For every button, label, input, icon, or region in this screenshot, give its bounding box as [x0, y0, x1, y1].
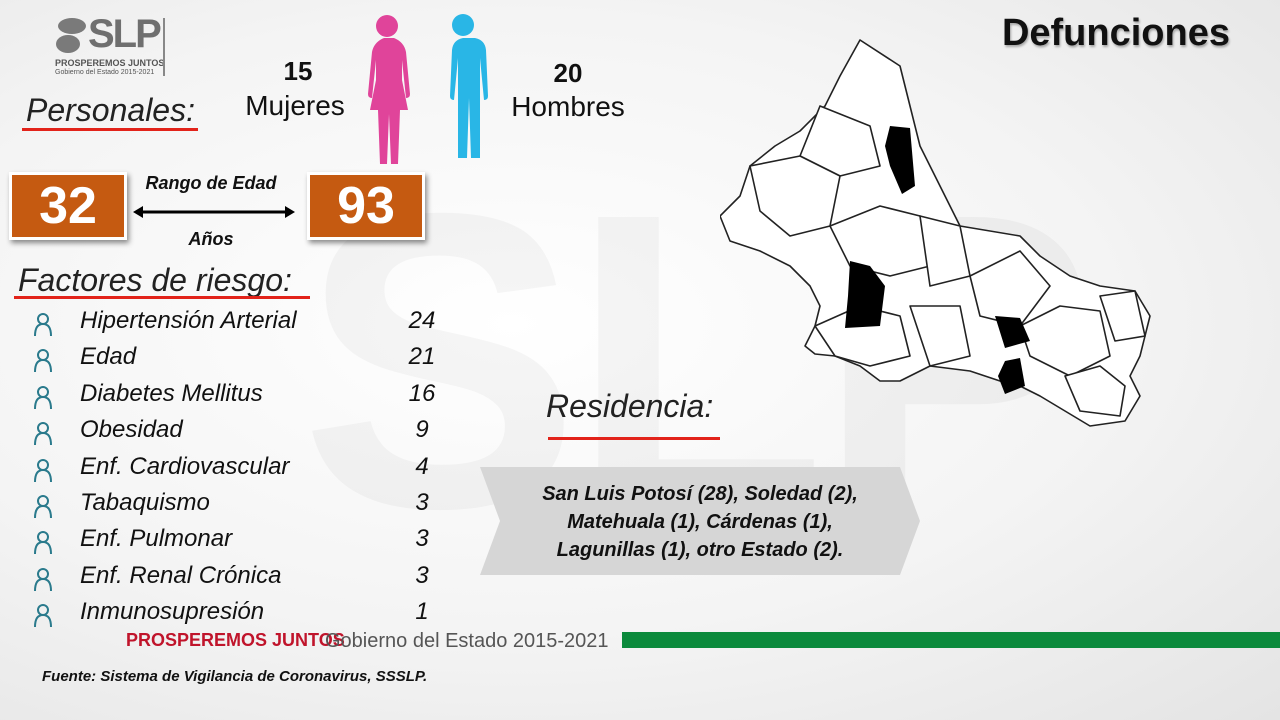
risk-count: 1 [415, 598, 429, 626]
risk-count: 4 [415, 452, 429, 480]
woman-figure [368, 15, 410, 164]
range-arrow [133, 206, 295, 218]
personales-heading: Personales: [26, 92, 195, 128]
man-figure [450, 14, 488, 158]
risk-name: Diabetes Mellitus [80, 379, 263, 407]
footer-government: Gobierno del Estado 2015-2021 [325, 630, 609, 652]
logo-slogan: PROSPEREMOS JUNTOS [55, 58, 165, 68]
residence-line: Matehuala (1), Cárdenas (1), [567, 511, 833, 533]
women-count: 15 [283, 56, 313, 86]
risk-count: 3 [415, 489, 429, 516]
age-range-label: Rango de Edad [145, 173, 277, 193]
underline [14, 296, 310, 299]
men-label: Hombres [511, 91, 625, 122]
women-label: Mujeres [245, 90, 345, 121]
underline [22, 128, 198, 131]
residence-banner [480, 467, 920, 575]
underline [548, 437, 720, 440]
risk-count: 24 [408, 307, 436, 334]
risk-icon [30, 347, 56, 373]
title: Defunciones [1001, 12, 1230, 54]
risk-count: 16 [408, 379, 436, 407]
risk-heading: Factores de riesgo: [18, 262, 292, 298]
risk-icon [30, 311, 56, 337]
residence-text: San Luis Potosí (28), Soledad (2), Matehu… [480, 480, 920, 564]
risk-name: Tabaquismo [80, 489, 210, 516]
risk-icon [30, 420, 56, 446]
residence-heading: Residencia: [546, 388, 714, 424]
age-min: 32 [9, 172, 127, 240]
risk-icon [30, 457, 56, 483]
state-map [720, 39, 1151, 427]
risk-icon [30, 493, 56, 519]
risk-name: Edad [80, 343, 137, 371]
risk-name: Inmunosupresión [80, 598, 265, 626]
risk-name: Obesidad [80, 416, 183, 444]
logo-mark: SLP [88, 12, 162, 56]
risk-icon [30, 566, 56, 592]
risk-count: 21 [408, 343, 436, 371]
residence-line: San Luis Potosí (28), Soledad (2), [542, 483, 858, 505]
green-bar [622, 632, 1280, 648]
risk-count: 3 [415, 525, 429, 553]
footer-slogan: PROSPEREMOS JUNTOS [126, 630, 345, 650]
age-max: 93 [307, 172, 425, 240]
risk-name: Enf. Pulmonar [80, 525, 233, 553]
risk-count: 3 [415, 561, 429, 589]
logo-government: Gobierno del Estado 2015-2021 [55, 69, 155, 76]
risk-name: Enf. Renal Crónica [80, 561, 282, 589]
men-count: 20 [553, 58, 583, 88]
age-unit: Años [188, 229, 234, 249]
risk-icon [30, 602, 56, 628]
risk-name: Hipertensión Arterial [80, 307, 297, 334]
residence-line: Lagunillas (1), otro Estado (2). [556, 539, 844, 561]
risk-icon [30, 529, 56, 555]
logo-divider [163, 18, 165, 76]
source: Fuente: Sistema de Vigilancia de Coronav… [42, 668, 428, 685]
risk-icon [30, 384, 56, 410]
risk-name: Enf. Cardiovascular [80, 452, 290, 480]
logo-icon [56, 18, 86, 53]
risk-count: 9 [415, 416, 429, 444]
